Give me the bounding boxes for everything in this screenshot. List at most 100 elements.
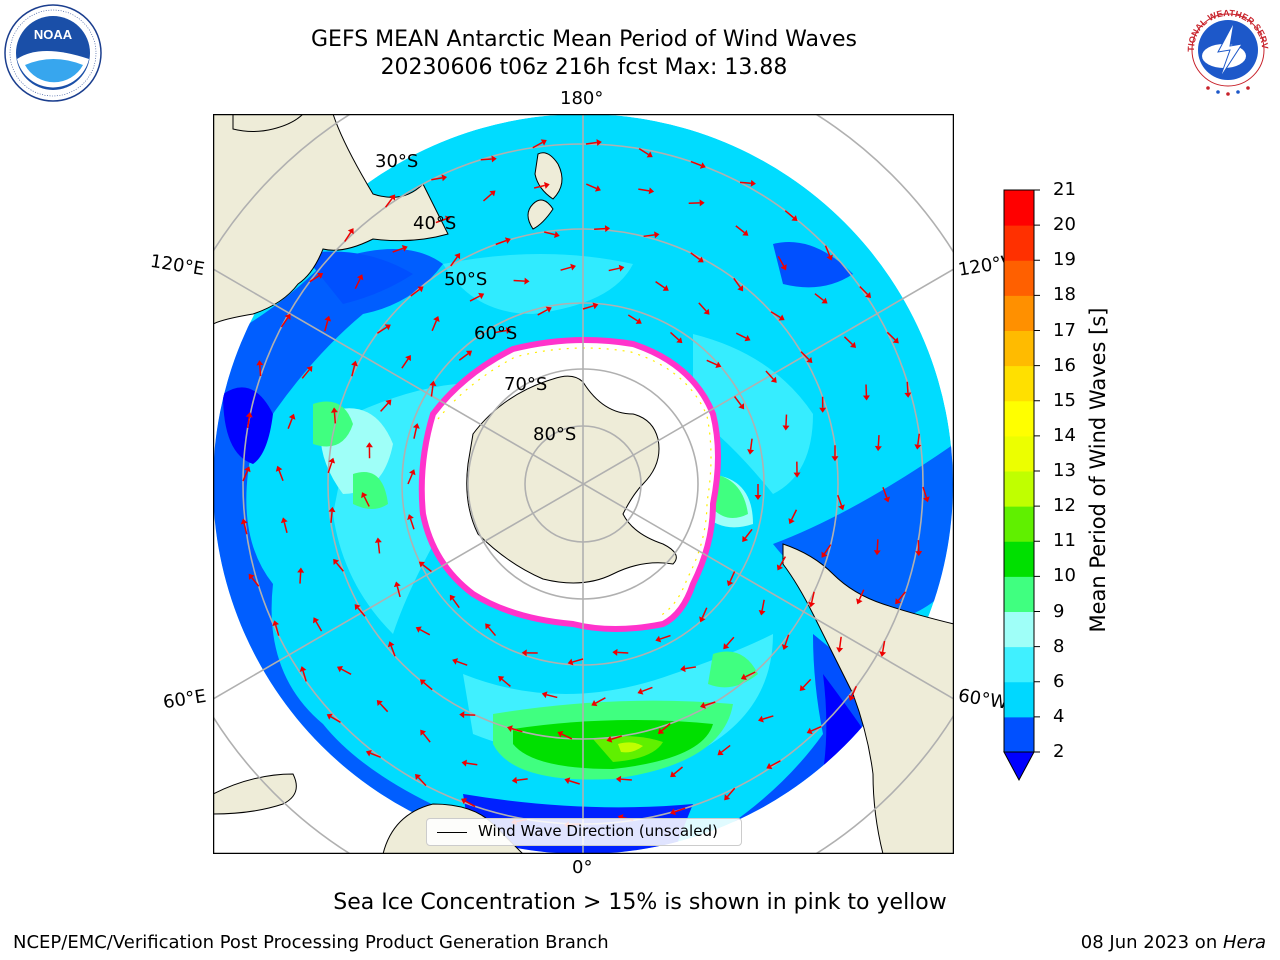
wave-arrow-head-icon xyxy=(498,676,505,682)
wave-arrow-head-icon xyxy=(374,537,382,543)
wave-arrow-shaft xyxy=(876,539,879,551)
wave-arrow-shaft xyxy=(333,412,337,424)
wave-arrow-shaft xyxy=(851,685,857,697)
wave-arrow-head-icon xyxy=(738,403,745,410)
wave-arrow-shaft xyxy=(344,231,352,242)
wave-arrow-head-icon xyxy=(862,395,870,401)
colorbar-band xyxy=(1004,190,1034,226)
wave-arrow-head-icon xyxy=(742,229,749,236)
wave-arrow-shaft xyxy=(906,381,909,393)
wave-arrow-shaft xyxy=(673,766,683,775)
wave-arrow-head-icon xyxy=(654,231,660,239)
wave-arrow-shaft xyxy=(384,197,393,208)
colorbar-band xyxy=(1004,681,1034,718)
wave-arrow-shaft xyxy=(877,435,880,447)
wave-arrow-head-icon xyxy=(856,598,863,605)
land-masses xyxy=(213,114,954,854)
wave-arrow-shaft xyxy=(655,281,666,289)
legend-line-icon xyxy=(437,832,467,833)
wave-arrow-shaft xyxy=(422,564,432,573)
wave-arrow-head-icon xyxy=(747,449,755,455)
colorbar-tick-label: 20 xyxy=(1053,214,1076,236)
wave-arrow-shaft xyxy=(458,353,469,361)
wave-arrow-head-icon xyxy=(361,492,368,499)
wave-arrow-head-icon xyxy=(781,644,789,650)
wave-arrow-shaft xyxy=(465,800,476,808)
wave-arrow-shaft xyxy=(430,385,434,397)
colorbar-band xyxy=(1004,646,1034,683)
wave-arrow-shaft xyxy=(735,332,747,339)
map-panel xyxy=(213,114,954,854)
wave-arrow-shaft xyxy=(450,256,458,267)
wave-arrow-shaft xyxy=(701,607,708,619)
chart-title: GEFS MEAN Antarctic Mean Period of Wind … xyxy=(311,27,857,52)
wave-arrow-shaft xyxy=(784,210,795,219)
wave-arrow-shaft xyxy=(376,326,388,334)
wave-arrow-head-icon xyxy=(336,666,344,673)
wave-arrow-shaft xyxy=(354,278,361,289)
wave-arrow-shaft xyxy=(560,266,572,271)
wave-arrow-shaft xyxy=(410,288,420,297)
wave-arrow-head-icon xyxy=(461,759,467,767)
wave-arrow-shaft xyxy=(674,807,686,813)
wave-arrow-head-icon xyxy=(412,423,420,429)
wave-arrow-shaft xyxy=(698,302,707,312)
wave-arrow-head-icon xyxy=(441,174,448,182)
wave-arrow-head-icon xyxy=(317,272,324,279)
wave-arrow-shaft xyxy=(431,177,443,181)
wave-arrow-head-icon xyxy=(655,635,662,643)
wave-arrow-head-icon xyxy=(914,444,922,450)
wave-arrow-head-icon xyxy=(724,794,731,801)
wave-arrow-shaft xyxy=(435,218,447,224)
wave-arrow-shaft xyxy=(779,556,787,567)
wave-arrow-shaft xyxy=(330,716,341,723)
wave-arrow-head-icon xyxy=(409,469,416,476)
wave-arrow-head-icon xyxy=(594,185,601,192)
antarctica xyxy=(466,375,677,584)
colorbar-tick-label: 16 xyxy=(1053,354,1076,376)
wave-arrow-shaft xyxy=(423,682,433,691)
wave-arrow-shaft xyxy=(301,369,310,379)
wave-arrow-shaft xyxy=(627,314,638,322)
wave-arrow-shaft xyxy=(739,181,752,185)
wave-arrow-shaft xyxy=(452,598,460,609)
wave-arrow-head-icon xyxy=(808,601,816,608)
wave-arrow-head-icon xyxy=(288,413,296,420)
wave-arrow-head-icon xyxy=(429,380,437,387)
lat-label-80s: 80°S xyxy=(533,424,577,445)
wave-arrow-head-icon xyxy=(393,581,401,588)
wave-arrow-head-icon xyxy=(465,350,473,357)
wave-arrow-shaft xyxy=(824,245,831,257)
wave-arrow-head-icon xyxy=(591,699,598,707)
wave-arrow-shaft xyxy=(735,225,745,234)
wave-arrow-shaft xyxy=(422,733,431,743)
wave-arrow-shaft xyxy=(810,591,815,603)
wave-arrow-shaft xyxy=(413,427,418,439)
wave-arrow-head-icon xyxy=(697,256,704,263)
wave-arrow-shaft xyxy=(823,544,832,555)
wave-arrow-head-icon xyxy=(489,190,496,197)
wave-arrow-shaft xyxy=(572,658,584,663)
wave-arrow-head-icon xyxy=(758,609,766,616)
wave-arrow-shaft xyxy=(274,624,280,636)
wave-arrow-shaft xyxy=(882,487,888,498)
wave-arrow-head-icon xyxy=(778,314,785,321)
lat-label-30s: 30°S xyxy=(375,151,419,172)
wave-arrow-head-icon xyxy=(874,445,882,452)
wave-arrow-head-icon xyxy=(245,412,253,418)
wave-arrow-shaft xyxy=(278,470,284,481)
wave-arrow-shaft xyxy=(363,496,370,507)
colorbar-tick-label: 6 xyxy=(1053,670,1065,692)
wave-arrow-shaft xyxy=(608,267,620,272)
colorbar-tick-label: 2 xyxy=(1053,741,1065,762)
wave-arrow-shaft xyxy=(390,645,396,657)
wave-arrow-head-icon xyxy=(883,496,891,503)
wave-arrow-head-icon xyxy=(726,580,734,587)
wave-arrow-shaft xyxy=(327,462,333,474)
colorbar-tick-label: 9 xyxy=(1053,600,1065,622)
wave-arrow-shaft xyxy=(487,626,497,637)
wave-arrow-head-icon xyxy=(604,225,611,233)
wave-arrow-head-icon xyxy=(540,139,547,146)
wave-arrow-shaft xyxy=(466,762,478,766)
wave-arrow-head-icon xyxy=(750,179,756,187)
